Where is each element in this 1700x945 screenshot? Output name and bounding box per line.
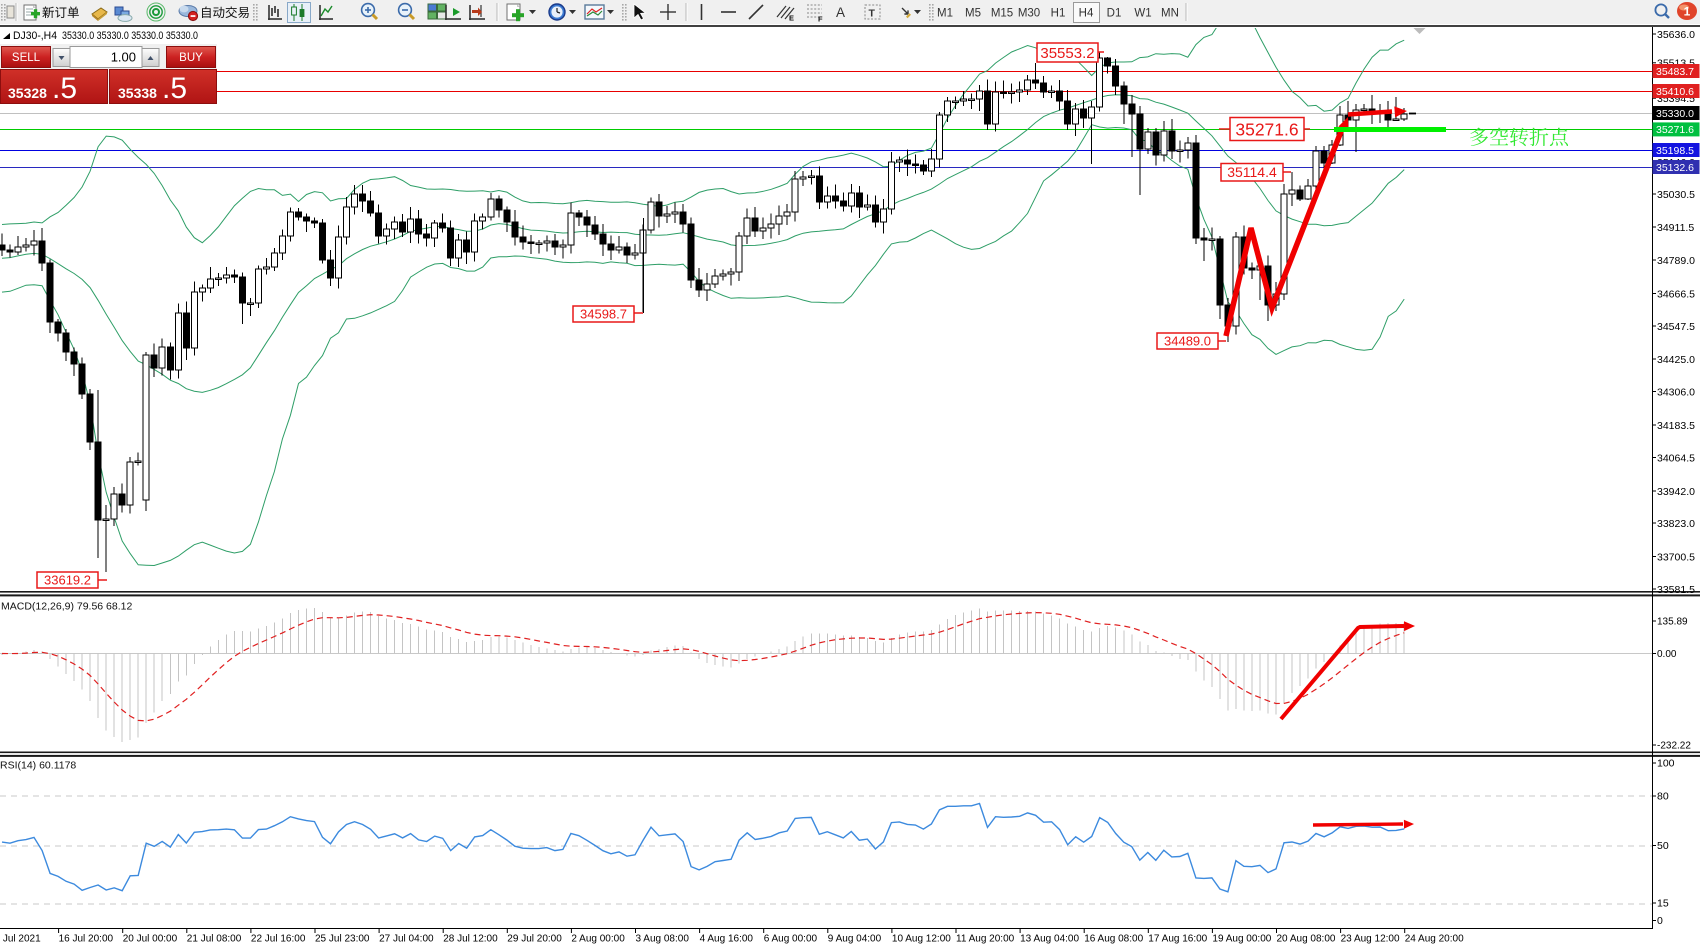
- svg-text:28 Jul 12:00: 28 Jul 12:00: [443, 934, 498, 945]
- svg-text:DJ30-,H4: DJ30-,H4: [13, 30, 57, 42]
- svg-text:33700.5: 33700.5: [1657, 551, 1695, 563]
- svg-text:29 Jul 20:00: 29 Jul 20:00: [507, 934, 562, 945]
- svg-text:100: 100: [1657, 758, 1675, 770]
- svg-text:33581.5: 33581.5: [1657, 584, 1695, 596]
- svg-text:M30: M30: [1018, 8, 1040, 20]
- svg-text:M1: M1: [937, 8, 953, 20]
- svg-text:23 Aug 12:00: 23 Aug 12:00: [1341, 934, 1400, 945]
- svg-text:34598.7: 34598.7: [580, 306, 627, 321]
- svg-text:H1: H1: [1051, 8, 1066, 20]
- svg-text:9 Aug 04:00: 9 Aug 04:00: [828, 934, 882, 945]
- svg-text:34911.5: 34911.5: [1657, 222, 1694, 234]
- svg-text:13 Aug 04:00: 13 Aug 04:00: [1020, 934, 1079, 945]
- svg-text:27 Jul 04:00: 27 Jul 04:00: [379, 934, 434, 945]
- svg-text:4 Aug 16:00: 4 Aug 16:00: [700, 934, 754, 945]
- svg-text:5 Jul 2021: 5 Jul 2021: [0, 934, 41, 945]
- svg-text:H4: H4: [1079, 8, 1094, 20]
- svg-text:50: 50: [1657, 840, 1669, 852]
- svg-text:19 Aug 00:00: 19 Aug 00:00: [1212, 934, 1271, 945]
- svg-text:M15: M15: [991, 8, 1013, 20]
- svg-text:35338: 35338: [118, 85, 157, 101]
- svg-text:35030.5: 35030.5: [1657, 189, 1695, 201]
- svg-text:SELL: SELL: [12, 52, 41, 64]
- svg-text:34306.0: 34306.0: [1657, 386, 1695, 398]
- svg-text:16 Aug 08:00: 16 Aug 08:00: [1084, 934, 1143, 945]
- svg-text:A: A: [836, 5, 845, 20]
- svg-text:-232.22: -232.22: [1657, 741, 1691, 752]
- svg-text:33619.2: 33619.2: [44, 572, 91, 587]
- svg-text:3 Aug 08:00: 3 Aug 08:00: [636, 934, 690, 945]
- svg-text:24 Aug 20:00: 24 Aug 20:00: [1405, 934, 1464, 945]
- svg-text:22 Jul 16:00: 22 Jul 16:00: [251, 934, 306, 945]
- svg-text:34547.5: 34547.5: [1657, 321, 1695, 333]
- svg-text:0.00: 0.00: [1657, 649, 1677, 660]
- svg-text:34666.5: 34666.5: [1657, 288, 1695, 300]
- svg-text:35483.7: 35483.7: [1656, 66, 1694, 78]
- svg-text:33823.0: 33823.0: [1657, 518, 1695, 530]
- svg-text:MN: MN: [1161, 8, 1179, 20]
- svg-text:35553.2: 35553.2: [1040, 45, 1094, 62]
- svg-text:34489.0: 34489.0: [1164, 333, 1211, 348]
- svg-text:15: 15: [1657, 898, 1669, 910]
- svg-text:35271.6: 35271.6: [1235, 119, 1298, 139]
- svg-text:11 Aug 20:00: 11 Aug 20:00: [956, 934, 1015, 945]
- svg-text:RSI(14) 60.1178: RSI(14) 60.1178: [0, 760, 76, 772]
- svg-text:35330.0 35330.0 35330.0 35330.: 35330.0 35330.0 35330.0 35330.0: [62, 30, 198, 42]
- svg-text:35636.0: 35636.0: [1657, 29, 1695, 41]
- svg-text:F: F: [818, 15, 823, 24]
- svg-text:25 Jul 23:00: 25 Jul 23:00: [315, 934, 370, 945]
- svg-text:35328: 35328: [8, 85, 47, 101]
- svg-text:E: E: [789, 14, 794, 23]
- svg-text:.5: .5: [162, 72, 187, 105]
- svg-text:2 Aug 00:00: 2 Aug 00:00: [571, 934, 625, 945]
- svg-text:M5: M5: [965, 8, 981, 20]
- svg-text:34183.5: 34183.5: [1657, 420, 1695, 432]
- svg-text:6 Aug 00:00: 6 Aug 00:00: [764, 934, 818, 945]
- svg-text:34425.0: 34425.0: [1657, 354, 1695, 366]
- svg-text:35330.0: 35330.0: [1656, 108, 1694, 120]
- svg-text:10 Aug 12:00: 10 Aug 12:00: [892, 934, 951, 945]
- svg-text:T: T: [869, 8, 876, 20]
- svg-text:34064.5: 34064.5: [1657, 452, 1695, 464]
- svg-text:16 Jul 20:00: 16 Jul 20:00: [59, 934, 114, 945]
- svg-text:BUY: BUY: [179, 52, 203, 64]
- svg-text:17 Aug 16:00: 17 Aug 16:00: [1148, 934, 1207, 945]
- svg-text:0: 0: [1657, 915, 1663, 927]
- svg-text:W1: W1: [1134, 8, 1151, 20]
- svg-text:20 Jul 00:00: 20 Jul 00:00: [123, 934, 178, 945]
- svg-text:35198.5: 35198.5: [1656, 145, 1694, 157]
- svg-text:1.00: 1.00: [111, 50, 136, 65]
- svg-text:.5: .5: [52, 72, 77, 105]
- svg-text:1: 1: [1684, 5, 1691, 19]
- svg-text:21 Jul 08:00: 21 Jul 08:00: [187, 934, 242, 945]
- svg-text:35114.4: 35114.4: [1227, 164, 1277, 180]
- svg-text:D1: D1: [1107, 8, 1122, 20]
- svg-text:20 Aug 08:00: 20 Aug 08:00: [1277, 934, 1336, 945]
- svg-text:80: 80: [1657, 791, 1669, 803]
- svg-text:MACD(12,26,9) 79.56 68.12: MACD(12,26,9) 79.56 68.12: [1, 601, 132, 613]
- svg-text:35410.6: 35410.6: [1656, 86, 1694, 98]
- svg-text:34789.0: 34789.0: [1657, 255, 1695, 267]
- svg-text:35132.6: 35132.6: [1656, 162, 1694, 174]
- svg-text:35271.6: 35271.6: [1656, 124, 1694, 136]
- svg-text:135.89: 135.89: [1657, 617, 1688, 628]
- svg-text:33942.0: 33942.0: [1657, 486, 1695, 498]
